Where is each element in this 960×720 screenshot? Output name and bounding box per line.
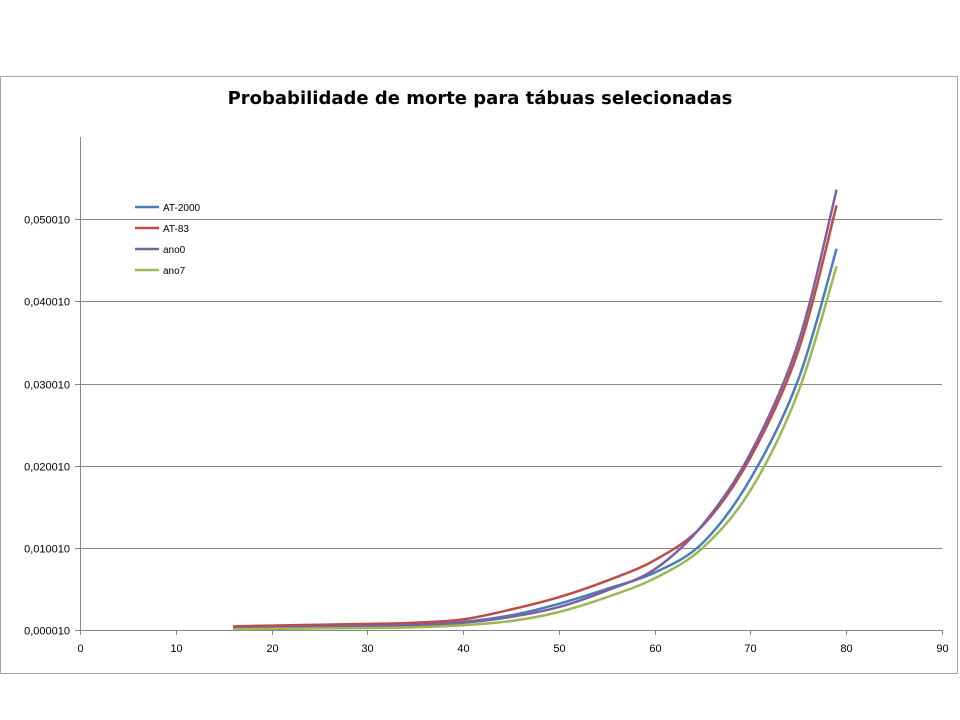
- grid-layer: [80, 219, 942, 549]
- axis-layer: 0,000010 0,010010 0,020010 0,030010 0,040010…: [24, 137, 949, 655]
- y-tick-label: 0,020010: [24, 462, 70, 474]
- chart-title: Probabilidade de morte para tábuas selec…: [227, 88, 733, 109]
- y-tick-label: 0,050010: [24, 215, 70, 227]
- legend-label: ano7: [163, 266, 186, 277]
- series-line-ano0: [233, 189, 838, 630]
- series-layer: [233, 189, 838, 631]
- legend: AT-2000 AT-83 ano0 ano7: [135, 203, 200, 277]
- x-tick-label: 70: [744, 643, 756, 655]
- x-tick-label: 60: [649, 643, 661, 655]
- y-tick-label: 0,000010: [24, 626, 70, 638]
- y-tick-label: 0,030010: [24, 380, 70, 392]
- y-tick-label: 0,040010: [24, 297, 70, 309]
- x-tick-label: 20: [266, 643, 278, 655]
- y-tick-label: 0,010010: [24, 544, 70, 556]
- x-tick-label: 0: [77, 643, 83, 655]
- series-line-at-83: [233, 204, 838, 628]
- legend-label: AT-83: [163, 224, 189, 235]
- chart-frame: [0, 76, 958, 674]
- series-line-at-2000: [233, 248, 838, 629]
- x-tick-label: 80: [840, 643, 852, 655]
- x-tick-label: 10: [170, 643, 182, 655]
- legend-label: AT-2000: [163, 203, 200, 214]
- series-line-ano7: [233, 265, 838, 631]
- x-tick-label: 40: [457, 643, 469, 655]
- legend-label: ano0: [163, 245, 186, 256]
- x-tick-label: 90: [936, 643, 948, 655]
- x-tick-label: 30: [361, 643, 373, 655]
- x-tick-label: 50: [553, 643, 565, 655]
